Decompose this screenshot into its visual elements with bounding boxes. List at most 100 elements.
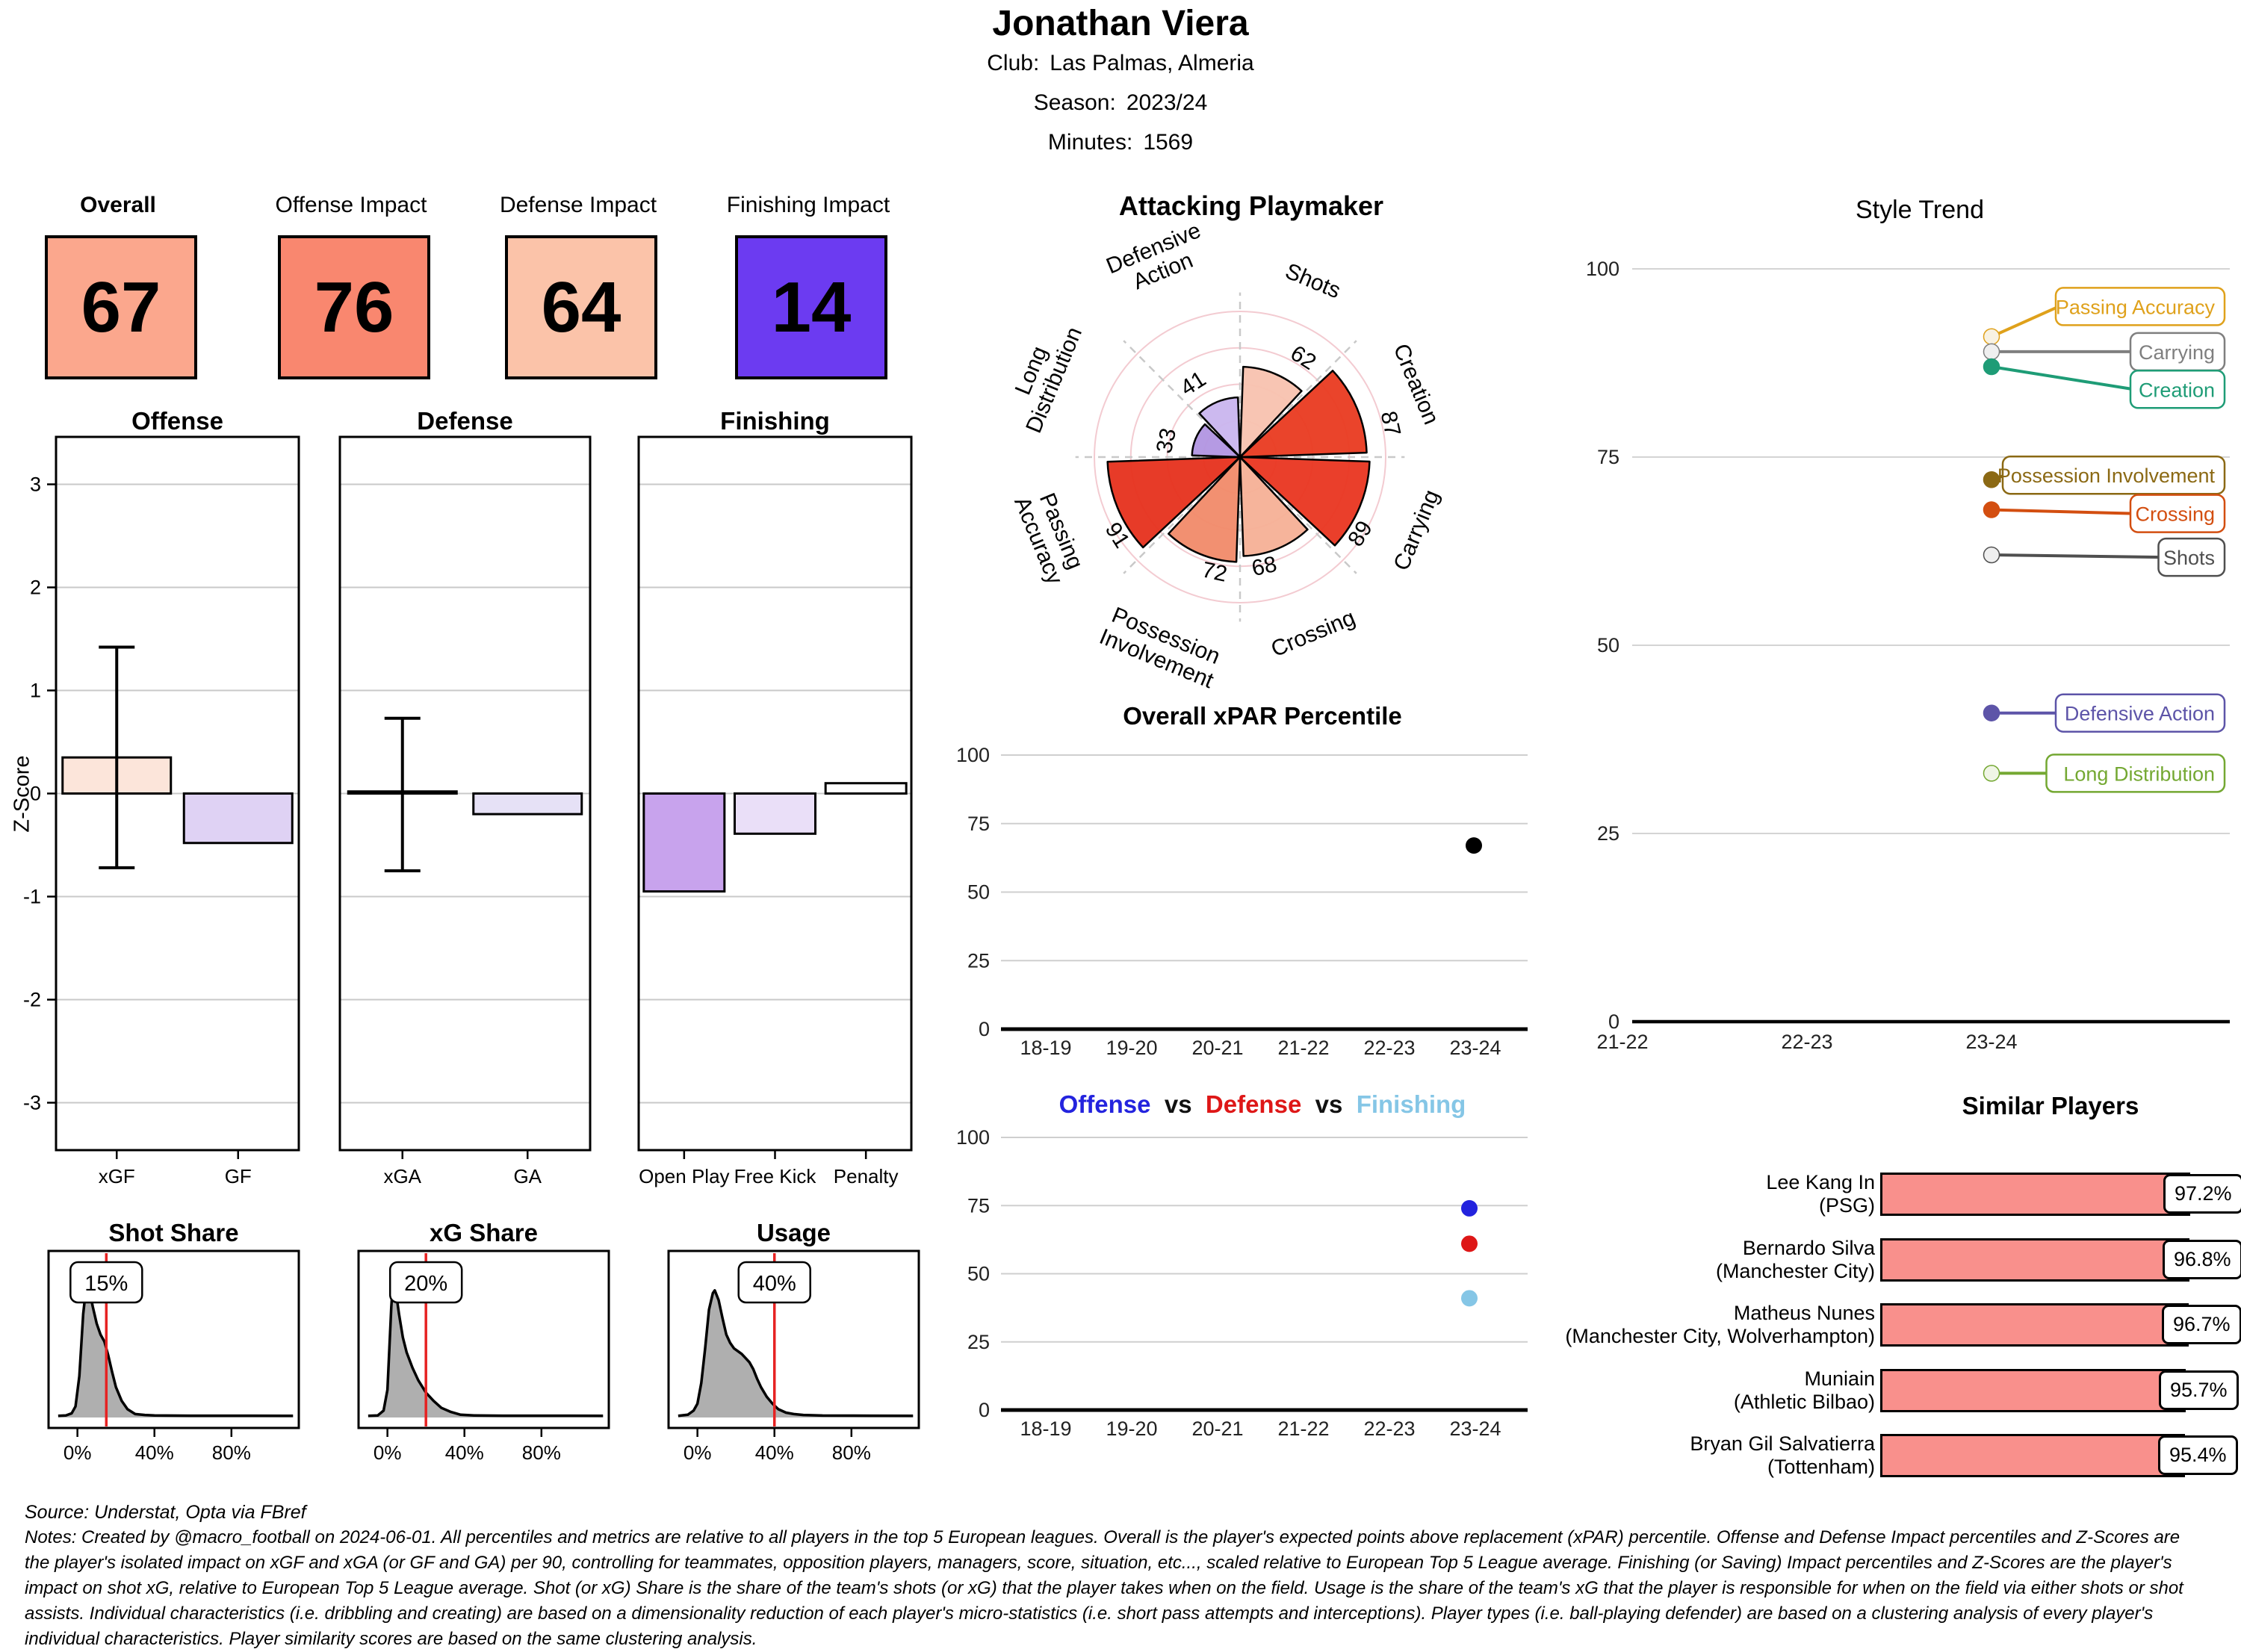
radar-wedge bbox=[1239, 456, 1309, 557]
odf-title: Offense vs Defense vs Finishing bbox=[964, 1090, 1561, 1119]
radar-wedge bbox=[1239, 365, 1303, 459]
series-connector bbox=[1991, 508, 2134, 515]
radar-wedge bbox=[1106, 456, 1242, 549]
data-point bbox=[1466, 837, 1482, 854]
x-tick-label: 19-20 bbox=[1106, 1417, 1157, 1440]
overall-score-box: 67 bbox=[45, 235, 197, 379]
header: Jonathan Viera Club: Las Palmas, Almeria … bbox=[0, 4, 2241, 162]
x-tick-label: 22-23 bbox=[1363, 1417, 1415, 1440]
y-tick-label: 50 bbox=[967, 1263, 990, 1285]
marker-badge bbox=[69, 1261, 143, 1304]
odf-title-part: Offense bbox=[1058, 1090, 1151, 1118]
radar-spoke bbox=[1239, 340, 1357, 458]
defense-zscore-chart: xGA GA bbox=[338, 435, 592, 1187]
offense-zscore-chart: xGF GF -3 -2 -1 0 1 2 3 bbox=[23, 435, 300, 1187]
marker-badge-label: 20% bbox=[404, 1272, 447, 1296]
similar-player-name: Bernardo Silva (Manchester City) bbox=[1554, 1237, 1875, 1283]
finishing-impact-box: 14 bbox=[735, 235, 887, 379]
density-fill bbox=[368, 1279, 604, 1417]
club-value: Las Palmas, Almeria bbox=[1050, 51, 1254, 75]
x-tick-label: 20-21 bbox=[1191, 1037, 1243, 1059]
radar-wedge bbox=[1168, 456, 1242, 563]
radar-ring bbox=[1203, 420, 1277, 494]
marker-badge-label: 15% bbox=[84, 1272, 128, 1296]
similarity-bar bbox=[1880, 1303, 2189, 1347]
y-tick-label: 50 bbox=[1597, 634, 1619, 656]
similarity-value-badge: 95.4% bbox=[2158, 1435, 2238, 1475]
x-tick-label: 23-24 bbox=[1965, 1031, 2017, 1053]
minutes-value: 1569 bbox=[1143, 130, 1194, 155]
offense-chart-title: Offense bbox=[131, 407, 223, 435]
y-tick-label: 1 bbox=[30, 680, 41, 702]
marker-badge bbox=[388, 1261, 463, 1304]
radar-axis-label: PossessionInvolvement bbox=[1096, 601, 1227, 693]
series-connector bbox=[1991, 365, 2134, 391]
x-tick-label: 18-19 bbox=[1020, 1417, 1071, 1440]
notes-line: individual characteristics. Player simil… bbox=[25, 1629, 757, 1649]
player-club: (Athletic Bilbao) bbox=[1733, 1390, 1875, 1413]
zscore-bar bbox=[182, 792, 294, 845]
offense-impact-label: Offense Impact bbox=[275, 193, 427, 217]
defense-impact-label: Defense Impact bbox=[499, 193, 657, 217]
y-tick-label: 25 bbox=[967, 1331, 990, 1353]
x-tick-label: 0% bbox=[63, 1441, 92, 1464]
player-name: Bryan Gil Salvatierra bbox=[1690, 1432, 1875, 1455]
similar-player-row: Matheus Nunes (Manchester City, Wolverha… bbox=[1554, 1292, 2241, 1358]
player-name: Lee Kang In bbox=[1766, 1171, 1875, 1193]
radar-value-label: 68 bbox=[1250, 552, 1280, 581]
series-label-box bbox=[2129, 494, 2226, 533]
series-label: Long Distribution bbox=[2063, 763, 2215, 785]
xpar-title: Overall xPAR Percentile bbox=[1123, 702, 1402, 730]
odf-title-part: Defense bbox=[1205, 1090, 1302, 1118]
series-dot bbox=[1983, 343, 2000, 361]
density-fill bbox=[678, 1290, 914, 1417]
data-point bbox=[1461, 1235, 1478, 1252]
similarity-bar bbox=[1880, 1434, 2185, 1477]
y-tick-label: 75 bbox=[967, 1194, 990, 1217]
plot-border bbox=[357, 1249, 610, 1429]
notes-line: the player's isolated impact on xGF and … bbox=[25, 1553, 2172, 1573]
defense-impact-box: 64 bbox=[505, 235, 657, 379]
player-name: Matheus Nunes bbox=[1733, 1302, 1875, 1324]
x-tick-label: 21-22 bbox=[1596, 1031, 1648, 1053]
x-tick-label: 0% bbox=[684, 1441, 712, 1464]
x-tick-label: 80% bbox=[212, 1441, 251, 1464]
radar-wedge bbox=[1198, 396, 1242, 459]
x-tick-label: 19-20 bbox=[1106, 1037, 1157, 1059]
x-tick-label: 22-23 bbox=[1363, 1037, 1415, 1059]
offense-impact-box: 76 bbox=[278, 235, 430, 379]
zscore-bar bbox=[734, 792, 816, 835]
y-tick-label: 25 bbox=[967, 949, 990, 972]
x-tick-label: Open Play bbox=[639, 1165, 729, 1187]
zscore-bar bbox=[472, 792, 583, 816]
x-tick-label: 40% bbox=[445, 1441, 484, 1464]
x-tick-label: 23-24 bbox=[1449, 1037, 1501, 1059]
plot-border bbox=[47, 1249, 300, 1429]
series-label: Defensive Action bbox=[2065, 703, 2215, 725]
y-tick-label: -2 bbox=[23, 989, 41, 1011]
series-label: Carrying bbox=[2139, 341, 2215, 364]
minutes-label: Minutes: bbox=[1047, 130, 1133, 155]
offense-defense-finishing-chart: 0 25 50 75 100 18-19 19-20 20-21 21-22 22-23 23-24 bbox=[956, 1126, 1528, 1440]
radar-value-label: 72 bbox=[1200, 557, 1230, 586]
radar-wedge bbox=[1239, 456, 1371, 547]
season-label: Season: bbox=[1033, 90, 1116, 115]
x-tick-label: 80% bbox=[832, 1441, 871, 1464]
player-club: (Manchester City) bbox=[1715, 1259, 1875, 1282]
player-name: Muniain bbox=[1804, 1367, 1875, 1390]
similar-player-row: Muniain (Athletic Bilbao) 95.7% bbox=[1554, 1358, 2241, 1423]
series-label: Shots bbox=[2163, 547, 2215, 569]
x-tick-label: 21-22 bbox=[1277, 1037, 1329, 1059]
similar-player-name: Matheus Nunes (Manchester City, Wolverha… bbox=[1554, 1302, 1875, 1348]
x-tick-label: 23-24 bbox=[1449, 1417, 1501, 1440]
radar-axis-label: DefensiveAction bbox=[1103, 218, 1214, 302]
series-connector bbox=[1991, 305, 2059, 338]
y-tick-label: 75 bbox=[1597, 446, 1619, 468]
radar-wedge bbox=[1239, 370, 1368, 459]
y-tick-label: 100 bbox=[956, 744, 990, 766]
similar-player-name: Muniain (Athletic Bilbao) bbox=[1554, 1367, 1875, 1414]
marker-badge bbox=[737, 1261, 811, 1304]
x-tick-label: 40% bbox=[135, 1441, 174, 1464]
y-tick-label: 75 bbox=[967, 813, 990, 835]
